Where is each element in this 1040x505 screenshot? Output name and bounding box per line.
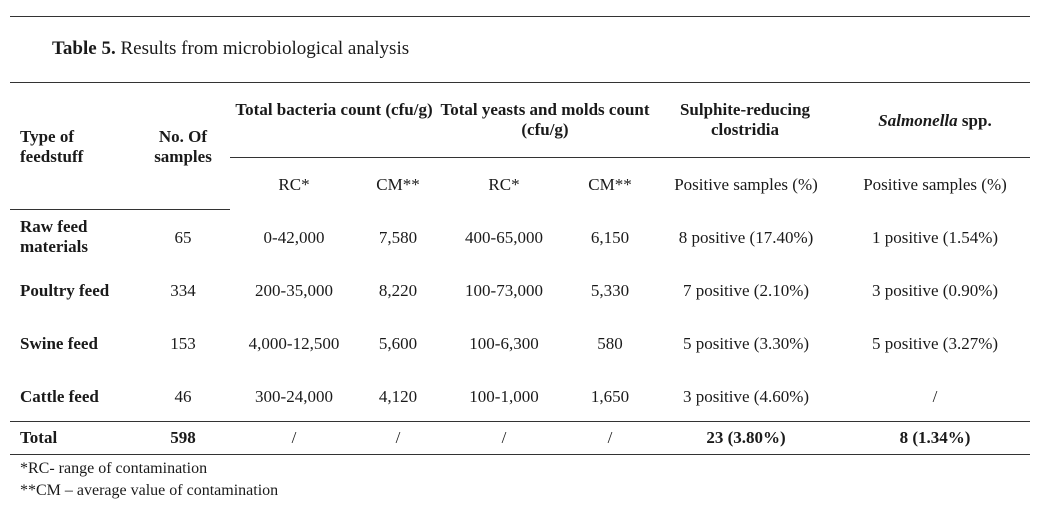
table-caption-text: Results from microbiological analysis [115, 38, 410, 59]
row-salmonella: 3 positive (0.90%) [871, 281, 999, 300]
header-yeasts: Total yeasts and molds count (cfu/g) [440, 100, 650, 139]
row-yeasts-cm: 5,330 [590, 281, 630, 300]
row-type: Poultry feed [20, 281, 110, 300]
header-top-rule [10, 82, 1030, 83]
row-bacteria-rc: 0-42,000 [263, 228, 325, 247]
subheader-salmonella-positive: Positive samples (%) [863, 175, 1007, 194]
row-clostridia: 7 positive (2.10%) [682, 281, 810, 300]
row-bacteria-cm: 5,600 [378, 334, 418, 353]
subheader-rule [230, 157, 1030, 158]
subheader-yeasts-rc: RC* [488, 175, 520, 194]
header-bacteria: Total bacteria count (cfu/g) [235, 100, 433, 119]
row-samples: 46 [174, 387, 192, 406]
subheader-yeasts-cm: CM** [588, 175, 632, 194]
subheader-bacteria-rc: RC* [278, 175, 310, 194]
total-yeasts-cm: / [607, 428, 613, 447]
row-yeasts-cm: 6,150 [590, 228, 630, 247]
row-type: Raw feed materials [20, 217, 88, 256]
total-salmonella: 8 (1.34%) [899, 428, 971, 447]
total-yeasts-rc: / [501, 428, 507, 447]
bottom-rule [10, 454, 1030, 455]
header-salmonella: Salmonella spp. [878, 111, 991, 131]
total-bacteria-cm: / [395, 428, 401, 447]
row-salmonella: 5 positive (3.27%) [871, 334, 999, 353]
row-salmonella: / [932, 387, 938, 406]
row-clostridia: 8 positive (17.40%) [678, 228, 814, 247]
header-clostridia: Sulphite-reducing clostridia [679, 100, 811, 139]
row-yeasts-rc: 100-1,000 [469, 387, 539, 406]
row-bacteria-cm: 4,120 [378, 387, 418, 406]
table-caption: Table 5. Results from microbiological an… [52, 38, 409, 60]
table-caption-label: Table 5. [52, 38, 116, 59]
footnote-cm: **CM – average value of contamination [20, 482, 279, 499]
row-samples: 65 [174, 228, 192, 247]
total-samples: 598 [170, 428, 196, 447]
total-bacteria-rc: / [291, 428, 297, 447]
row-yeasts-rc: 100-6,300 [469, 334, 539, 353]
row-clostridia: 5 positive (3.30%) [682, 334, 810, 353]
row-clostridia: 3 positive (4.60%) [682, 387, 810, 406]
row-bacteria-cm: 8,220 [378, 281, 418, 300]
header-salmonella-genus: Salmonella [878, 111, 958, 130]
row-bacteria-rc: 4,000-12,500 [248, 334, 340, 353]
row-yeasts-rc: 400-65,000 [465, 228, 543, 247]
row-yeasts-cm: 580 [597, 334, 623, 353]
row-salmonella: 1 positive (1.54%) [871, 228, 999, 247]
header-salmonella-spp: spp. [957, 111, 992, 130]
header-bottom-rule [10, 209, 230, 210]
row-type: Cattle feed [20, 387, 99, 406]
top-rule [10, 16, 1030, 17]
header-type: Type of feedstuff [20, 127, 84, 166]
footnote-rc: *RC- range of contamination [20, 460, 208, 477]
row-bacteria-rc: 300-24,000 [255, 387, 333, 406]
subheader-bacteria-cm: CM** [376, 175, 420, 194]
total-rule [10, 421, 1030, 422]
row-bacteria-cm: 7,580 [378, 228, 418, 247]
header-samples: No. Of samples [154, 127, 212, 166]
row-yeasts-rc: 100-73,000 [465, 281, 543, 300]
total-clostridia: 23 (3.80%) [706, 428, 786, 447]
row-type: Swine feed [20, 334, 98, 353]
row-yeasts-cm: 1,650 [590, 387, 630, 406]
total-label: Total [20, 428, 58, 447]
subheader-clostridia-positive: Positive samples (%) [674, 175, 818, 194]
row-bacteria-rc: 200-35,000 [255, 281, 333, 300]
row-samples: 153 [170, 334, 196, 353]
row-samples: 334 [170, 281, 196, 300]
